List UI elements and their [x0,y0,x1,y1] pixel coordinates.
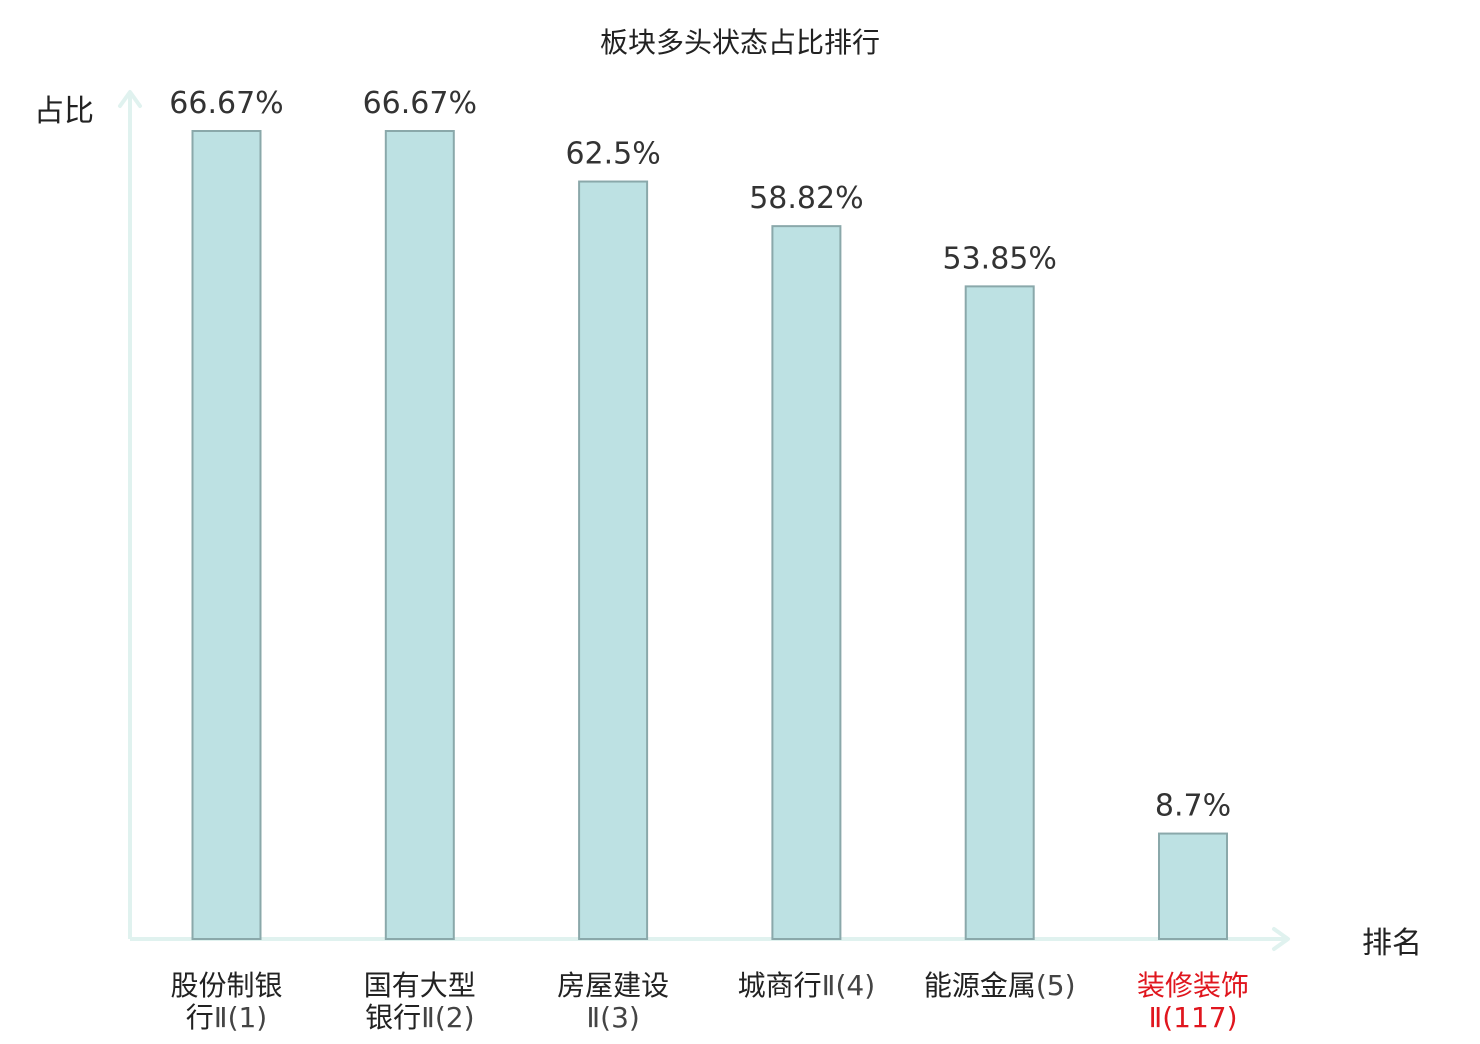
category-label-3: 房屋建设 [557,969,669,1002]
bar-5 [964,285,1035,941]
value-label-6: 8.7% [1155,789,1231,824]
category-name: 能源金属 [924,969,1036,1002]
bar-2 [384,130,455,940]
category-label-5: 能源金属(5) [924,969,1076,1002]
bar-6 [1158,832,1228,941]
category-label-4: 城商行Ⅱ(4) [738,969,875,1002]
category-name-line2: 银行 [365,1001,421,1034]
value-label-2: 66.67% [363,86,477,121]
category-label-6: 装修装饰 [1137,969,1249,1002]
category-rank-3: Ⅱ(3) [586,1001,639,1034]
category-rank: Ⅱ(4) [822,969,875,1002]
category-label-1: 股份制银 [170,969,282,1002]
category-rank: (5) [1036,969,1076,1002]
bar-3 [578,180,649,940]
value-label-3: 62.5% [565,137,660,172]
y-axis-arrow [118,90,142,108]
bar-1 [191,130,262,940]
value-label-5: 53.85% [943,241,1057,276]
category-label-line2-1: 行Ⅱ(1) [186,1001,267,1034]
category-rank: Ⅱ(2) [421,1001,474,1034]
category-label-2: 国有大型 [364,969,476,1002]
bars-group [191,130,1228,941]
bar-4 [771,225,842,940]
category-name: 股份制银 [170,969,282,1002]
category-rank: Ⅱ(1) [214,1001,267,1034]
category-name-line2: 行 [186,1001,214,1034]
value-labels-group: 66.67% 66.67% 62.5% 58.82% 53.85% 8.7% [169,86,1231,824]
category-name: 装修装饰 [1137,969,1249,1002]
category-rank-6: Ⅱ(117) [1148,1001,1237,1034]
value-label-4: 58.82% [749,181,863,216]
x-axis-label: 排名 [1362,926,1422,961]
category-label-line2-2: 银行Ⅱ(2) [365,1001,474,1034]
category-name: 城商行 [738,969,822,1002]
category-name: 房屋建设 [557,969,669,1002]
axes [118,90,1290,951]
value-label-1: 66.67% [169,86,283,121]
x-axis-arrow [1272,927,1290,951]
chart-title: 板块多头状态占比排行 [600,26,880,59]
y-axis-label: 占比 [34,94,94,129]
category-name: 国有大型 [364,969,476,1002]
